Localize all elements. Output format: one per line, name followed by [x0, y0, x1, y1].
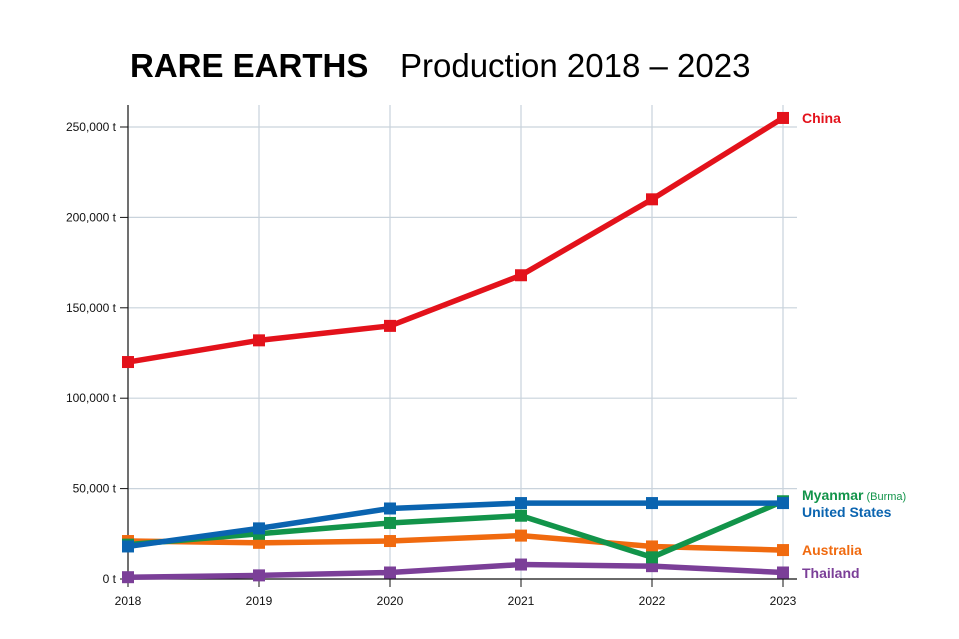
series-thailand — [122, 558, 789, 584]
data-point — [384, 516, 396, 529]
x-tick-label: 2023 — [770, 594, 797, 608]
data-point — [253, 522, 265, 535]
data-point — [515, 529, 527, 542]
data-point — [384, 502, 396, 515]
x-tick-label: 2018 — [115, 594, 142, 608]
data-point — [646, 540, 658, 553]
data-point — [777, 566, 789, 579]
series-label-name: United States — [802, 504, 892, 520]
y-tick-label: 100,000 t — [66, 391, 117, 405]
data-point — [646, 551, 658, 564]
series-label-name: Thailand — [802, 565, 860, 581]
y-tick-label: 0 t — [103, 572, 117, 586]
series-label-note: (Burma) — [866, 491, 906, 503]
data-point — [515, 509, 527, 522]
series-label: China — [802, 110, 841, 126]
series-label-name: Myanmar — [802, 487, 864, 503]
series-label: Thailand — [802, 565, 860, 581]
y-tick-label: 250,000 t — [66, 120, 117, 134]
series-label: United States — [802, 504, 892, 520]
data-point — [384, 319, 396, 332]
series-china — [122, 111, 789, 369]
series-label-name: China — [802, 110, 841, 126]
x-tick-label: 2020 — [377, 594, 404, 608]
data-point — [777, 544, 789, 557]
chart-subtitle: Production 2018 – 2023 — [400, 47, 750, 84]
data-point — [122, 540, 134, 553]
y-tick-label: 200,000 t — [66, 210, 117, 224]
data-point — [515, 558, 527, 571]
data-point — [253, 334, 265, 347]
x-tick-label: 2022 — [639, 594, 666, 608]
data-point — [515, 269, 527, 282]
data-point — [777, 497, 789, 510]
data-point — [384, 535, 396, 548]
chart-title: RARE EARTHS — [130, 47, 368, 84]
data-point — [384, 566, 396, 579]
data-point — [646, 497, 658, 510]
data-point — [253, 569, 265, 582]
data-point — [646, 193, 658, 206]
x-tick-label: 2019 — [246, 594, 273, 608]
x-tick-label: 2021 — [508, 594, 535, 608]
series-label: Australia — [802, 542, 862, 558]
series-line — [127, 115, 785, 365]
data-point — [777, 111, 789, 124]
series-line — [127, 561, 784, 580]
data-point — [253, 536, 265, 549]
series-label: Myanmar (Burma) — [802, 487, 906, 503]
series-label-name: Australia — [802, 542, 862, 558]
data-point — [515, 497, 527, 510]
data-point — [122, 571, 134, 584]
series-united-states — [122, 497, 789, 553]
series-line — [127, 498, 785, 561]
data-point — [122, 356, 134, 369]
y-tick-label: 150,000 t — [66, 301, 117, 315]
series-line — [127, 500, 783, 550]
y-tick-label: 50,000 t — [73, 482, 117, 496]
